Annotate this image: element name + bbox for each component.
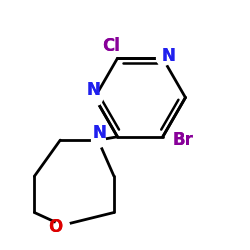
Text: O: O [48,218,62,236]
Text: N: N [162,47,176,65]
Text: N: N [86,81,100,99]
Text: N: N [86,81,100,99]
Text: Br: Br [173,130,194,148]
Text: Cl: Cl [102,37,120,55]
Text: O: O [48,218,62,236]
Text: N: N [92,124,106,142]
Text: N: N [92,124,106,142]
Text: Cl: Cl [102,37,120,55]
Text: N: N [162,47,176,65]
Text: Br: Br [173,130,194,148]
